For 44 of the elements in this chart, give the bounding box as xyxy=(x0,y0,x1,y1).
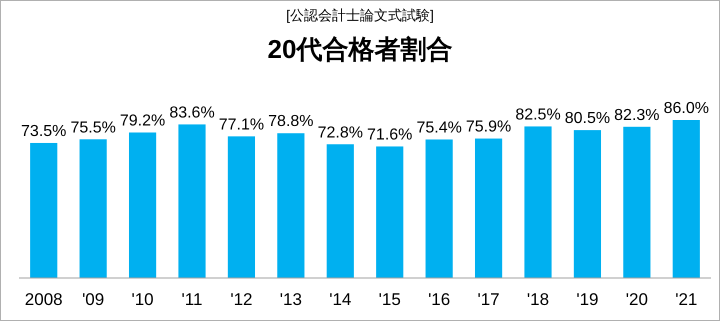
x-tick-label: '09 xyxy=(82,290,104,309)
data-label: 80.5% xyxy=(564,110,610,128)
x-tick-label: 2008 xyxy=(24,290,63,309)
data-label: 78.8% xyxy=(268,113,314,130)
bar xyxy=(524,126,552,278)
bar xyxy=(426,139,453,278)
data-label: 86.0% xyxy=(664,100,709,117)
chart-subtitle: [公認会計士論文式試験] xyxy=(286,7,434,23)
x-tick-label: '15 xyxy=(378,290,401,309)
x-tick-label: '16 xyxy=(428,290,450,309)
x-tick-label: '19 xyxy=(576,290,599,309)
bar xyxy=(623,126,650,278)
x-tick-label: '17 xyxy=(477,290,500,309)
data-label: 82.3% xyxy=(614,106,660,124)
data-label: 71.6% xyxy=(367,126,412,144)
bar xyxy=(30,142,58,278)
x-tick-label: '10 xyxy=(131,290,154,309)
bar xyxy=(80,139,107,278)
data-label: 72.8% xyxy=(318,124,363,142)
x-tick-label: '20 xyxy=(626,290,648,309)
data-label: 75.9% xyxy=(466,118,512,136)
chart-title: 20代合格者割合 xyxy=(268,34,452,64)
bar xyxy=(178,124,206,278)
x-tick-label: '11 xyxy=(182,290,202,309)
bar xyxy=(474,138,502,278)
bar xyxy=(376,146,404,278)
x-tick-label: '21 xyxy=(675,290,698,309)
data-label: 79.2% xyxy=(120,112,166,130)
bar xyxy=(672,120,700,278)
data-label: 83.6% xyxy=(169,104,215,122)
data-label: 73.5% xyxy=(21,122,66,140)
x-tick-label: '12 xyxy=(230,290,253,309)
data-label: 77.1% xyxy=(218,116,264,134)
bar xyxy=(574,130,602,278)
bar xyxy=(326,144,354,278)
data-label: 75.5% xyxy=(70,119,116,136)
x-tick-label: '18 xyxy=(526,290,550,309)
bar xyxy=(128,132,156,278)
data-label: 75.4% xyxy=(416,119,462,136)
bar xyxy=(277,133,304,278)
data-label: 82.5% xyxy=(515,106,561,124)
bar xyxy=(228,136,256,278)
x-tick-label: '14 xyxy=(329,290,352,309)
x-tick-label: '13 xyxy=(280,290,302,309)
